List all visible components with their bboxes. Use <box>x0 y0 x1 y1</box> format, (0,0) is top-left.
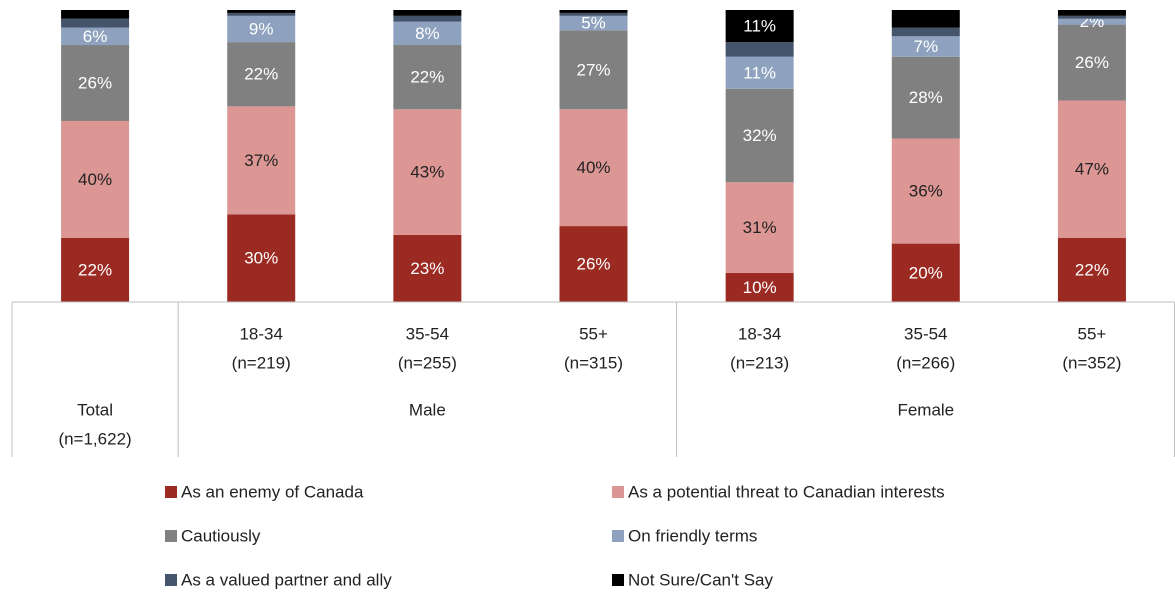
bar-segment <box>725 272 794 302</box>
x-tick-note: (n=1,622) <box>58 429 131 448</box>
data-label: 26% <box>576 255 610 274</box>
legend-swatch <box>165 530 177 542</box>
bar-segment <box>725 56 794 89</box>
bar-segment <box>725 182 794 273</box>
data-label: 40% <box>78 170 112 189</box>
legend-swatch <box>612 486 624 498</box>
bar-segment <box>725 42 794 57</box>
x-tick-label: 35-54 <box>904 324 947 343</box>
legend-label: Cautiously <box>181 526 261 545</box>
x-tick-note: (n=255) <box>398 353 457 372</box>
bar-segment <box>227 15 296 43</box>
x-tick-label: 35-54 <box>406 324 449 343</box>
data-label: 31% <box>743 218 777 237</box>
legend-swatch <box>612 574 624 586</box>
data-label: 40% <box>576 158 610 177</box>
data-label: 22% <box>1075 260 1109 279</box>
bar-segment <box>227 106 296 215</box>
bar-segment <box>61 10 130 19</box>
data-label: 8% <box>415 24 440 43</box>
data-label: 7% <box>913 37 938 56</box>
legend-swatch <box>165 486 177 498</box>
legend-label: As an enemy of Canada <box>181 482 364 501</box>
bar-segment <box>1057 237 1126 302</box>
data-label: 22% <box>244 65 278 84</box>
data-label: 23% <box>410 259 444 278</box>
bar-segment <box>559 15 628 31</box>
data-label: 27% <box>576 60 610 79</box>
legend-label: Not Sure/Can't Say <box>628 570 773 589</box>
data-label: 36% <box>909 182 943 201</box>
bar-segment <box>1057 100 1126 238</box>
bar-segment <box>393 15 462 22</box>
data-label: 11% <box>743 63 776 82</box>
bar-segment <box>891 10 960 28</box>
data-label: 9% <box>249 19 274 38</box>
x-tick-label: 18-34 <box>738 324 781 343</box>
bar-segment <box>227 42 296 107</box>
bar-segment <box>891 27 960 37</box>
x-tick-note: (n=352) <box>1062 353 1121 372</box>
bar-segment <box>891 36 960 57</box>
bar-segment <box>393 21 462 46</box>
data-label: 26% <box>78 73 112 92</box>
x-tick-note: (n=219) <box>232 353 291 372</box>
x-tick-label: Total <box>77 400 113 419</box>
bar-segment <box>61 18 130 28</box>
bar-segment <box>559 109 628 227</box>
bar-segment <box>393 109 462 235</box>
legend-label: As a valued partner and ally <box>181 570 392 589</box>
bar-segment <box>559 226 628 302</box>
data-label: 47% <box>1075 160 1109 179</box>
bar-segment <box>61 27 130 46</box>
x-tick-label: 55+ <box>579 324 608 343</box>
bar-segment <box>725 88 794 183</box>
bar-segment <box>227 214 296 302</box>
x-tick-note: (n=266) <box>896 353 955 372</box>
legend-swatch <box>612 530 624 542</box>
bar-segment <box>1057 15 1126 19</box>
data-label: 20% <box>909 263 943 282</box>
bar-segment <box>891 243 960 302</box>
bar-segment <box>61 120 130 238</box>
data-label: 43% <box>410 163 444 182</box>
bar-segment <box>725 10 794 43</box>
x-tick-note: (n=315) <box>564 353 623 372</box>
bar-segment <box>559 30 628 110</box>
bar-segment <box>1057 10 1126 16</box>
bar-segment <box>61 45 130 121</box>
bar-segment <box>559 10 628 13</box>
group-label: Male <box>409 400 446 419</box>
data-label: 6% <box>83 27 108 46</box>
data-label: 22% <box>78 260 112 279</box>
bar-segment <box>891 138 960 244</box>
bar-segment <box>891 56 960 139</box>
bar-segment <box>61 237 130 302</box>
x-tick-label: 18-34 <box>239 324 282 343</box>
data-label: 37% <box>244 151 278 170</box>
data-label: 28% <box>909 88 943 107</box>
bar-segment <box>227 10 296 13</box>
data-label: 26% <box>1075 53 1109 72</box>
data-label: 11% <box>743 17 776 36</box>
data-label: 10% <box>743 278 777 297</box>
bar-segment <box>559 12 628 16</box>
bar-segment <box>227 12 296 16</box>
bar-segment <box>1057 18 1126 25</box>
data-label: 30% <box>244 249 278 268</box>
bar-segment <box>393 45 462 110</box>
bar-segment <box>1057 24 1126 101</box>
bar-segment <box>393 10 462 16</box>
group-label: Female <box>897 400 954 419</box>
bar-segment <box>393 234 462 302</box>
legend-label: As a potential threat to Canadian intere… <box>628 482 945 501</box>
legend-label: On friendly terms <box>628 526 757 545</box>
data-label: 32% <box>743 126 777 145</box>
x-tick-note: (n=213) <box>730 353 789 372</box>
legend-swatch <box>165 574 177 586</box>
data-label: 22% <box>410 68 444 87</box>
x-tick-label: 55+ <box>1078 324 1107 343</box>
data-label: 5% <box>581 14 606 33</box>
